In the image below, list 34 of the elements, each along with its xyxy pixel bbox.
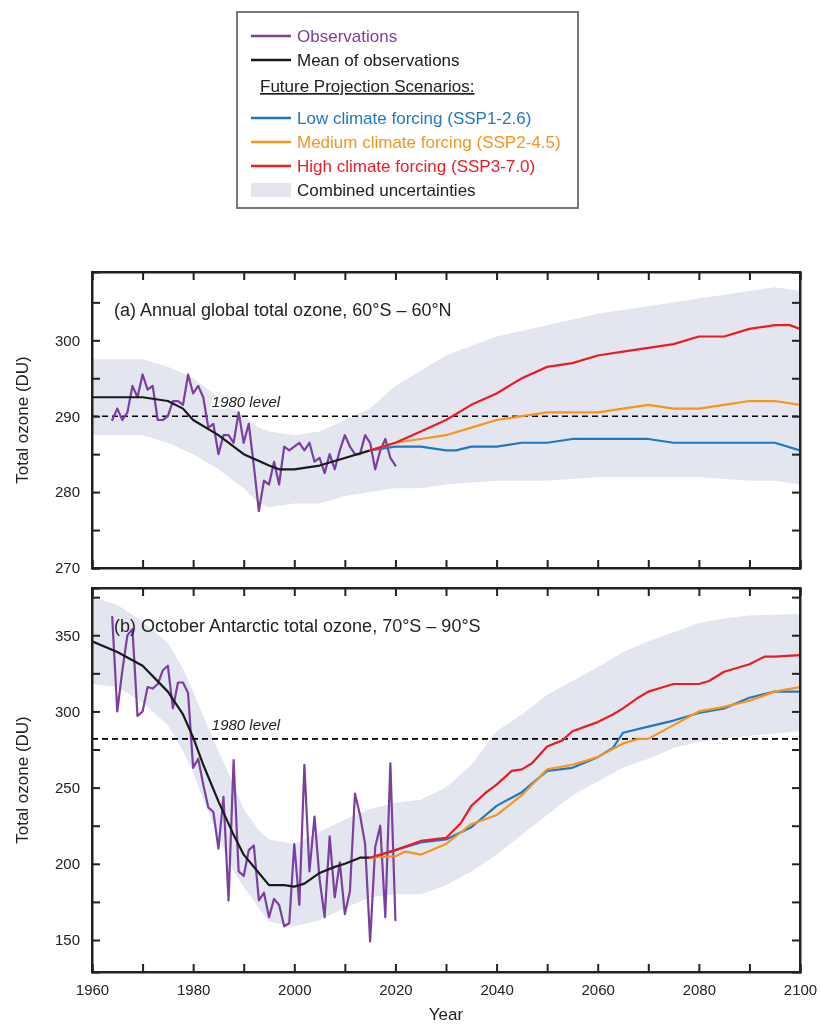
x-tick-label: 2000 (278, 980, 312, 998)
line-series (111, 373, 397, 513)
x-tick-label: 2080 (682, 980, 717, 998)
y-axis-title: Total ozone (DU) (13, 716, 32, 844)
y-tick-label: 290 (54, 407, 80, 425)
y-tick-label: 150 (54, 931, 80, 949)
x-tick-label: 1960 (75, 980, 110, 998)
ref-line-label: 1980 level (211, 715, 281, 733)
legend-label: Observations (297, 27, 398, 46)
x-tick-label: 2100 (783, 980, 818, 998)
y-tick-label: 300 (54, 702, 80, 720)
x-axis-title: Year (428, 1005, 464, 1024)
x-tick-label: 2060 (581, 980, 615, 998)
x-tick-label: 2020 (379, 980, 413, 998)
ref-line-label: 1980 level (211, 393, 281, 411)
legend-label: High climate forcing (SSP3-7.0) (297, 157, 536, 176)
y-tick-label: 350 (54, 626, 80, 644)
y-tick-label: 280 (54, 483, 80, 501)
x-tick-label: 2040 (480, 980, 514, 998)
legend-label: Low climate forcing (SSP1-2.6) (297, 109, 532, 128)
y-tick-label: 250 (54, 778, 80, 796)
legend-label: Medium climate forcing (SSP2-4.5) (297, 133, 561, 152)
y-tick-label: 300 (54, 331, 80, 349)
text: (a) Annual global total ozone, 60°S – 60°N (114, 300, 452, 320)
y-tick-label: 270 (54, 559, 80, 577)
y-axis-title: Total ozone (DU) (13, 356, 32, 484)
legend-label: Mean of observations (297, 51, 460, 70)
legend-title: Future Projection Scenarios: (260, 77, 475, 96)
y-tick-label: 200 (54, 855, 80, 873)
line-series (369, 324, 800, 452)
legend-label: Combined uncertainties (297, 181, 476, 200)
x-tick-label: 1980 (176, 980, 211, 998)
line-series (369, 653, 800, 859)
text: (b) October Antarctic total ozone, 70°S – 90°S (114, 616, 481, 636)
